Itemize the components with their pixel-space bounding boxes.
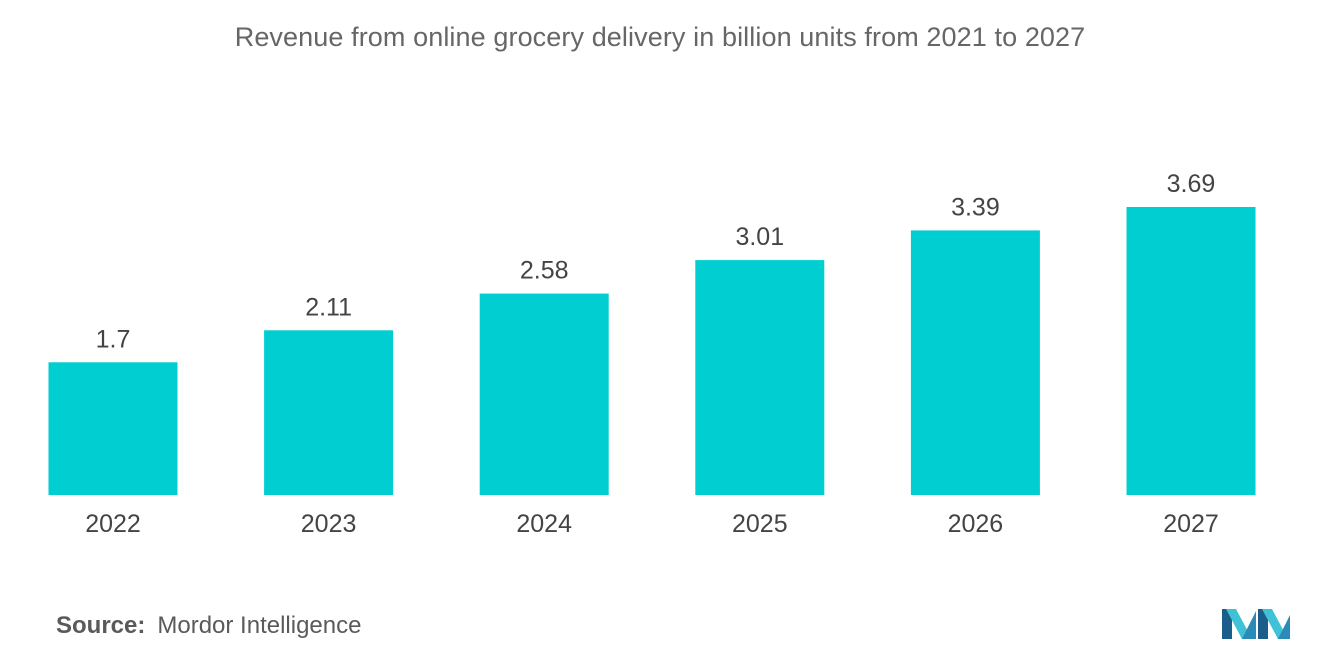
source-text: Mordor Intelligence bbox=[157, 612, 362, 639]
data-label-2024: 2.58 bbox=[520, 257, 569, 285]
data-label-2022: 1.7 bbox=[96, 325, 131, 353]
chart-title: Revenue from online grocery delivery in … bbox=[234, 22, 1086, 52]
x-tick-label-2026: 2026 bbox=[948, 510, 1004, 538]
data-label-2027: 3.69 bbox=[1167, 170, 1216, 198]
data-label-2026: 3.39 bbox=[951, 193, 1000, 221]
x-tick-label-2027: 2027 bbox=[1163, 510, 1219, 538]
x-tick-label-2024: 2024 bbox=[516, 510, 572, 538]
x-tick-label-2022: 2022 bbox=[85, 510, 141, 538]
bar-2026 bbox=[910, 230, 1040, 495]
x-tick-label-2025: 2025 bbox=[732, 510, 788, 538]
data-label-2023: 2.11 bbox=[305, 293, 352, 321]
bar-2024 bbox=[479, 293, 609, 495]
bar-2023 bbox=[264, 330, 394, 495]
data-label-2025: 3.01 bbox=[735, 223, 784, 251]
mordor-intelligence-logo-icon bbox=[1222, 609, 1290, 639]
x-tick-label-2023: 2023 bbox=[301, 510, 357, 538]
source-label: Source: bbox=[56, 612, 146, 639]
bar-2025 bbox=[695, 260, 825, 495]
bar-2027 bbox=[1126, 207, 1256, 495]
bar-2022 bbox=[48, 362, 178, 495]
source-note: Source: Mordor Intelligence bbox=[56, 612, 361, 640]
